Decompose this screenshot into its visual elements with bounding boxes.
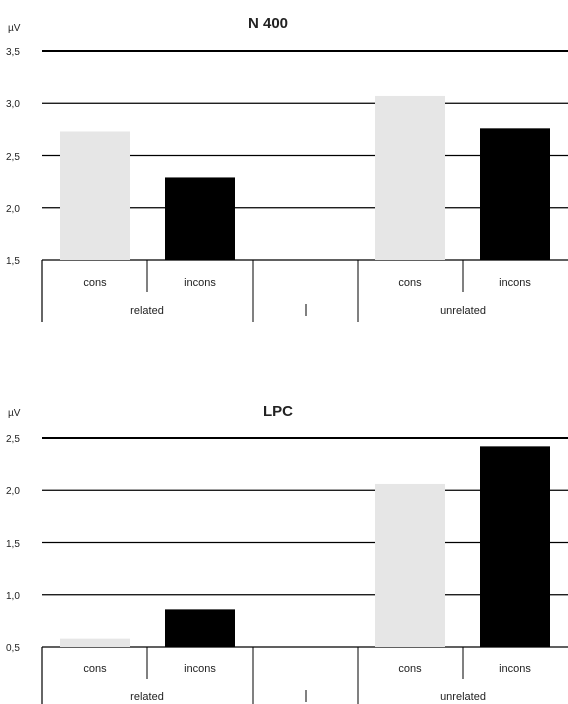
chart-title: LPC [263, 403, 293, 420]
bar-incons-unrelated [480, 128, 550, 260]
chart-lpc: LPC µV 2,5 2,0 1,5 1,0 0,5 cons incons c… [6, 403, 568, 704]
y-tick-labels: 3,5 3,0 2,5 2,0 1,5 [6, 47, 20, 267]
x-category-label: cons [83, 663, 107, 675]
x-category-label: incons [184, 277, 216, 289]
bar-cons-unrelated [375, 483, 445, 647]
bar-incons-unrelated [480, 446, 550, 647]
x-category-label: incons [499, 663, 531, 675]
chart-n400: N 400 µV 3,5 3,0 2,5 2,0 1,5 cons incons… [6, 15, 568, 322]
x-group-label: unrelated [440, 305, 486, 317]
bar-cons-related [60, 131, 130, 260]
y-tick-label: 2,5 [6, 434, 20, 445]
bar-incons-related [165, 609, 235, 647]
y-tick-label: 2,0 [6, 204, 20, 215]
y-axis-unit-label: µV [8, 408, 21, 419]
y-tick-label: 3,5 [6, 47, 20, 58]
y-axis-unit-label: µV [8, 23, 21, 34]
x-group-label: related [130, 691, 164, 703]
chart-title: N 400 [248, 15, 288, 32]
y-tick-label: 1,0 [6, 591, 20, 602]
bar-cons-related [60, 638, 130, 647]
y-tick-label: 0,5 [6, 643, 20, 654]
x-category-label: cons [398, 663, 422, 675]
x-axis-category-table: cons incons cons incons related unrelate… [41, 260, 531, 322]
y-tick-label: 1,5 [6, 539, 20, 550]
x-category-label: cons [398, 277, 422, 289]
y-tick-label: 1,5 [6, 256, 20, 267]
x-category-label: incons [184, 663, 216, 675]
y-tick-label: 2,5 [6, 152, 20, 163]
bars [60, 446, 550, 647]
y-tick-label: 3,0 [6, 99, 20, 110]
bar-cons-unrelated [375, 95, 445, 260]
x-axis-category-table: cons incons cons incons related unrelate… [41, 647, 531, 704]
x-category-label: cons [83, 277, 107, 289]
y-tick-label: 2,0 [6, 486, 20, 497]
bar-incons-related [165, 177, 235, 260]
y-tick-labels: 2,5 2,0 1,5 1,0 0,5 [6, 434, 20, 654]
x-group-label: related [130, 305, 164, 317]
x-category-label: incons [499, 277, 531, 289]
bars [60, 95, 550, 260]
x-group-label: unrelated [440, 691, 486, 703]
